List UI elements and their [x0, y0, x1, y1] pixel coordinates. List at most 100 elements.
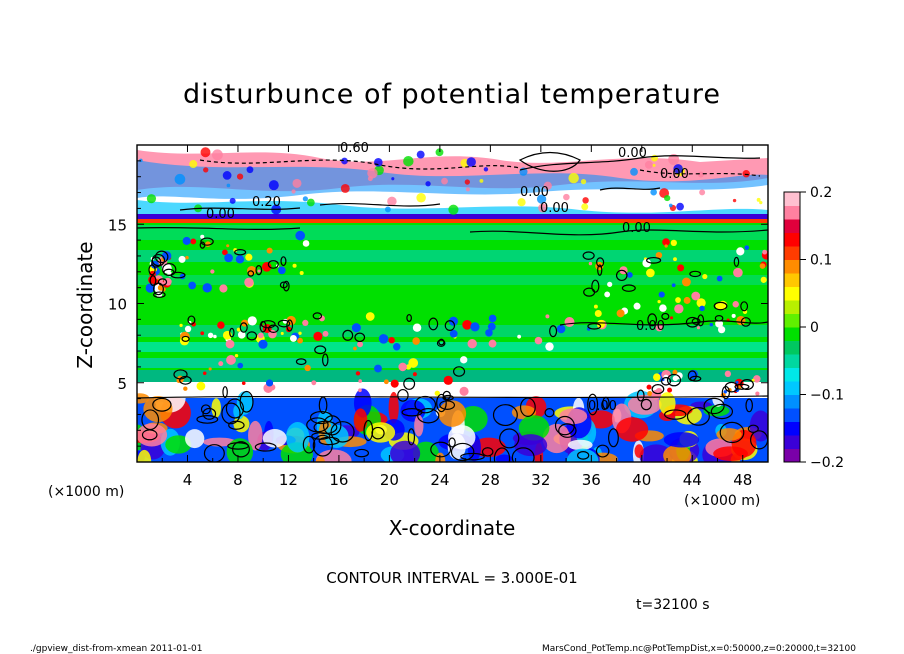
contour-loop — [354, 332, 366, 343]
contour-line — [179, 207, 301, 211]
contour-label: 0.00 — [660, 167, 689, 182]
field-speck — [647, 391, 653, 397]
contour-loop — [246, 331, 258, 341]
colorbar-swatch — [784, 273, 800, 287]
contour-loop — [591, 279, 600, 293]
field-blob — [703, 405, 730, 417]
x-tick-label: 48 — [733, 471, 752, 489]
field-blob — [353, 408, 368, 432]
field-blob — [559, 408, 588, 425]
field-blob — [542, 423, 571, 454]
field-speck — [218, 361, 224, 367]
field-speck — [664, 244, 668, 248]
field-speck — [277, 266, 286, 275]
contour-label: 0.00 — [206, 207, 235, 222]
contour-loop — [234, 249, 247, 256]
field-speck — [485, 329, 493, 337]
field-speck — [387, 196, 397, 207]
contour-loop — [660, 377, 672, 386]
colorbar-swatch — [784, 340, 800, 355]
field-speck — [234, 353, 239, 358]
contour-loop — [647, 313, 658, 327]
field-speck — [462, 320, 472, 330]
field-speck — [487, 322, 496, 331]
field-speck — [302, 319, 309, 327]
field-speck — [416, 150, 425, 159]
field-speck — [174, 173, 186, 185]
contour-loop — [713, 301, 728, 311]
field-speck — [723, 390, 727, 394]
contour-loop — [558, 423, 577, 438]
contour-loop — [452, 366, 466, 377]
field-blob — [518, 415, 550, 441]
field-speck — [717, 326, 726, 334]
contour-loop — [151, 256, 162, 268]
contour-loop — [597, 264, 603, 276]
contour-interval: CONTOUR INTERVAL = 3.000E-01 — [326, 569, 577, 587]
colorbar-swatch — [784, 313, 800, 328]
field-speck — [759, 263, 766, 269]
contour-loop — [640, 398, 652, 411]
field-speck — [412, 337, 420, 345]
field-speck — [464, 179, 470, 185]
contour-loop — [403, 377, 416, 390]
contour-loop — [549, 325, 558, 338]
contour-loop — [697, 314, 705, 327]
field-speck — [222, 249, 228, 256]
field-speck — [200, 147, 211, 158]
field-speck — [642, 258, 652, 268]
field-speck — [672, 375, 679, 382]
field-speck — [351, 323, 361, 333]
contour-line-negative — [199, 159, 521, 170]
field-speck — [564, 317, 575, 328]
y-tick-label: 15 — [108, 216, 127, 234]
field-speck — [212, 149, 223, 161]
contour-loop — [714, 315, 724, 322]
field-speck — [657, 300, 661, 304]
field-speck — [683, 297, 691, 304]
contour-loop — [438, 338, 445, 346]
field-speck — [403, 156, 414, 167]
field-speck — [383, 379, 389, 385]
contour-loop — [152, 397, 172, 412]
field-speck — [398, 362, 407, 372]
field-speck — [677, 264, 685, 272]
colorbar-swatch — [784, 259, 800, 274]
x-tick-label: 24 — [430, 471, 449, 489]
field-speck — [697, 171, 704, 178]
contour-loop — [229, 327, 235, 338]
contour-loop — [199, 241, 206, 249]
x-tick-label: 4 — [183, 471, 193, 489]
contour-loop — [228, 420, 245, 430]
field-speck — [341, 157, 348, 165]
field-speck — [226, 244, 230, 248]
field-speck — [630, 167, 638, 176]
contour-label: 0.00 — [540, 201, 569, 216]
field-speck — [488, 314, 497, 323]
field-speck — [226, 183, 231, 188]
colorbar-swatch — [784, 205, 800, 220]
contour-loop — [621, 284, 636, 292]
field-speck — [425, 181, 431, 187]
field-speck — [696, 298, 706, 308]
field-speck — [378, 334, 389, 344]
contour-loop — [710, 403, 734, 420]
field-speck — [367, 176, 373, 182]
chart-title: disturbunce of potential temperature — [183, 79, 721, 110]
field-speck — [517, 198, 526, 207]
contour-loop — [200, 404, 211, 415]
field-speck — [733, 267, 743, 278]
field-speck — [367, 168, 378, 179]
field-speck — [760, 276, 767, 283]
contour-loop — [661, 312, 670, 320]
field-speck — [594, 309, 602, 317]
field-speck — [416, 192, 426, 203]
x-tick-label: 28 — [481, 471, 500, 489]
field-speck — [742, 169, 750, 178]
contour-loop — [436, 339, 446, 347]
contour-loop — [282, 280, 290, 292]
field-speck — [302, 196, 308, 202]
field-speck — [384, 206, 391, 213]
field-speck — [737, 385, 742, 390]
contour-loop — [499, 428, 520, 449]
